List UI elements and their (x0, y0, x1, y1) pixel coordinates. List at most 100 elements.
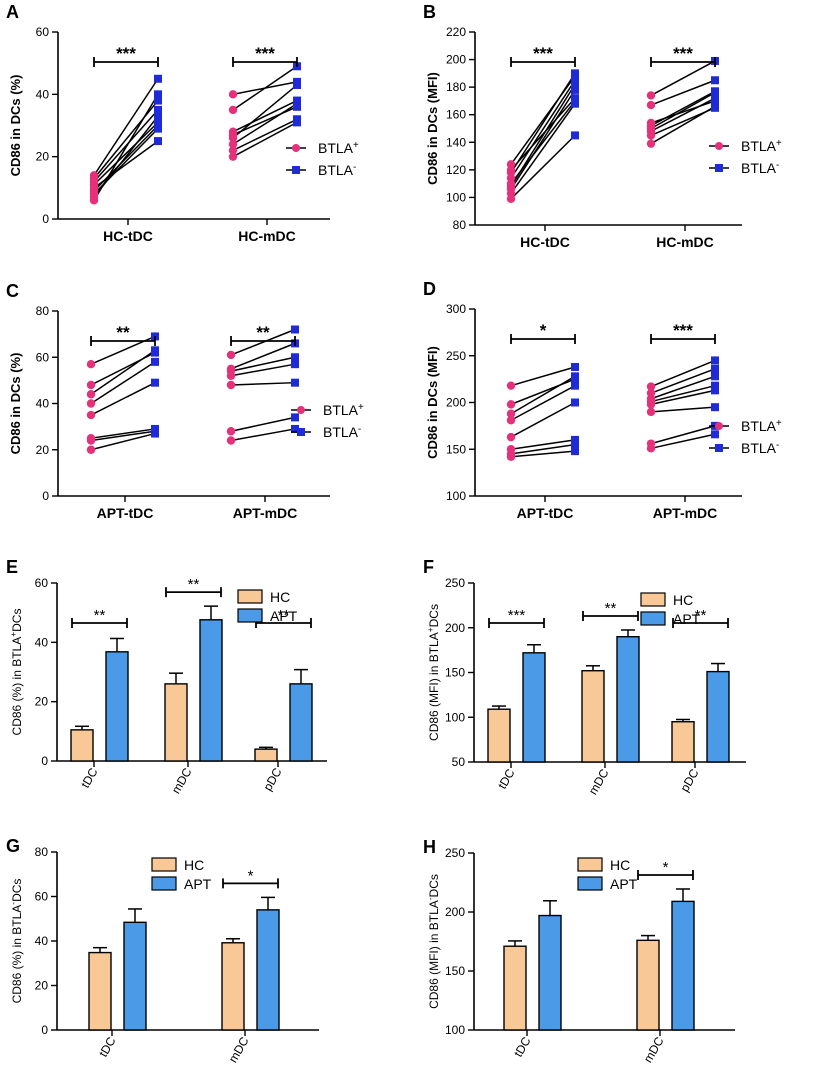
legend-btla-neg-label: BTLA- (741, 440, 779, 457)
legend-btla-pos-label: BTLA+ (318, 140, 359, 157)
btla-pos-point (506, 409, 516, 418)
significance-label: ** (116, 323, 130, 342)
y-tick-label: 150 (445, 666, 465, 680)
pair-line (230, 328, 296, 356)
legend-btla-neg-label: BTLA- (323, 424, 361, 441)
legend-hc-label: HC (184, 857, 204, 873)
legend-hc-label: HC (610, 857, 630, 873)
bar-hc (636, 939, 660, 1031)
pair-line (510, 443, 576, 455)
y-tick-label: 20 (36, 150, 50, 164)
pair-line (230, 356, 296, 372)
btla-pos-point (646, 121, 656, 130)
btla-neg-point (293, 102, 301, 111)
y-tick-label: 200 (445, 621, 465, 635)
bar-apt (123, 921, 147, 1031)
significance-label: *** (673, 44, 693, 63)
btla-neg-point (293, 96, 301, 105)
btla-pos-point (226, 380, 236, 390)
btla-neg-point (711, 76, 719, 85)
btla-neg-point (293, 115, 301, 124)
y-axis-label: CD86 (MFI) in BTLA+DCs (425, 604, 441, 741)
y-tick-label: 0 (41, 754, 48, 768)
panel-letter: A (6, 2, 19, 22)
btla-pos-point (506, 182, 516, 191)
x-category-label: HC-mDC (238, 228, 296, 244)
panel-letter: B (423, 2, 436, 22)
btla-neg-point (291, 413, 299, 422)
pair-line (650, 406, 716, 413)
bar-apt (616, 636, 640, 763)
pair-line (650, 384, 716, 403)
significance-label: * (663, 859, 669, 876)
btla-neg-point (571, 72, 579, 81)
btla-neg-point (571, 381, 579, 390)
pair-line (90, 432, 156, 451)
significance-label: * (540, 321, 547, 340)
btla-pos-point (86, 399, 96, 408)
legend-btla-neg-marker (715, 164, 723, 172)
btla-neg-point (154, 137, 162, 146)
x-category-label: APT-mDC (233, 505, 298, 521)
y-tick-label: 180 (446, 80, 466, 94)
btla-pos-point (86, 433, 96, 443)
y-tick-label: 40 (36, 87, 50, 101)
panel-d: 100 150 200 250 300 D CD86 in DCs (MFI) APT-tDC… (423, 279, 782, 521)
btla-neg-point (154, 124, 162, 133)
pair-line (232, 103, 298, 145)
significance-label: ** (278, 607, 290, 624)
y-tick-label: 60 (35, 890, 49, 904)
btla-neg-point (571, 85, 579, 94)
panel-letter: C (6, 281, 19, 301)
y-tick-label: 120 (446, 163, 466, 177)
pair-line (510, 83, 576, 187)
legend-btla-neg-label: BTLA- (318, 162, 356, 179)
btla-pos-point (646, 382, 656, 391)
panel-g: 0 20 40 60 80 G CD86 (%) in BTLA-DCs tDC mDC * HC A… (6, 836, 319, 1065)
y-tick-label: 300 (446, 302, 466, 316)
btla-pos-point (646, 91, 656, 100)
btla-pos-point (89, 174, 99, 183)
bar-apt (522, 652, 546, 763)
btla-neg-point (711, 96, 719, 105)
x-category-label: tDC (78, 765, 101, 790)
btla-neg-point (711, 103, 719, 112)
y-axis-label: CD86 (%) in BTLA+DCs (8, 609, 24, 736)
btla-neg-point (571, 362, 579, 371)
pair-line (230, 342, 296, 370)
pair-line (650, 359, 716, 388)
btla-neg-point (711, 381, 719, 390)
btla-pos-point (646, 407, 656, 417)
y-axis-label: CD86 in DCs (MFI) (425, 72, 440, 185)
pair-line (510, 366, 576, 387)
pair-line (232, 81, 298, 96)
y-tick-label: 250 (446, 349, 466, 363)
significance-label: ** (256, 323, 270, 342)
panel-letter: F (423, 557, 434, 577)
btla-neg-point (293, 80, 301, 89)
btla-neg-point (151, 378, 159, 387)
btla-neg-point (571, 94, 579, 103)
bar-hc (503, 945, 527, 1031)
pair-line (232, 84, 298, 139)
panel-e: 0 20 40 60 E CD86 (%) in BTLA+DCs tDC ** mDC ** pD… (6, 557, 327, 796)
bar-apt (256, 909, 280, 1031)
pair-line (510, 385, 576, 421)
pair-line (650, 368, 716, 394)
btla-neg-point (154, 90, 162, 99)
y-tick-label: 20 (36, 443, 50, 457)
pair-line (93, 78, 159, 176)
pair-line (90, 428, 156, 439)
pair-line (232, 106, 298, 136)
btla-neg-point (571, 447, 579, 456)
pair-line (650, 425, 716, 445)
bar-apt (199, 619, 223, 762)
btla-pos-point (86, 359, 96, 369)
y-tick-label: 80 (36, 304, 50, 318)
btla-pos-point (646, 439, 656, 448)
pair-line (510, 79, 576, 179)
y-axis-label: CD86 in DCs (%) (8, 353, 23, 455)
btla-pos-point (226, 427, 236, 436)
btla-pos-point (226, 350, 236, 360)
bar-apt (105, 651, 129, 762)
